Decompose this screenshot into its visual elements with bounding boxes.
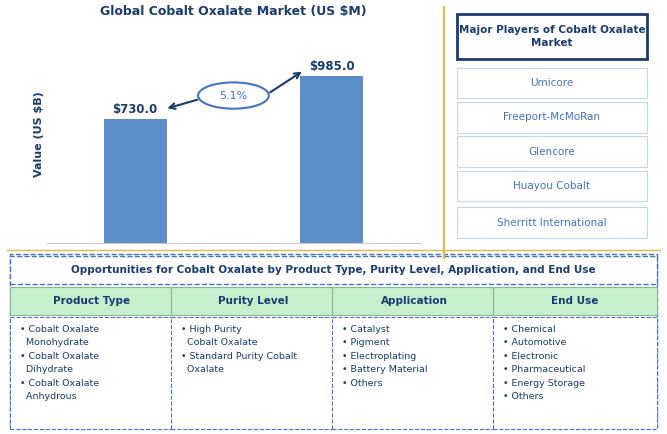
Text: Application: Application	[381, 296, 448, 306]
FancyBboxPatch shape	[458, 207, 646, 238]
FancyBboxPatch shape	[458, 102, 646, 132]
Y-axis label: Value (US $B): Value (US $B)	[34, 92, 44, 178]
Text: • Cobalt Oxalate
  Monohydrate
• Cobalt Oxalate
  Dihydrate
• Cobalt Oxalate
  A: • Cobalt Oxalate Monohydrate • Cobalt Ox…	[20, 325, 99, 401]
Text: Sherritt International: Sherritt International	[497, 217, 607, 227]
Text: • Chemical
• Automotive
• Electronic
• Pharmaceutical
• Energy Storage
• Others: • Chemical • Automotive • Electronic • P…	[503, 325, 585, 401]
FancyBboxPatch shape	[332, 316, 496, 429]
Text: $730.0: $730.0	[113, 103, 158, 116]
Text: Umicore: Umicore	[530, 78, 574, 88]
FancyBboxPatch shape	[458, 171, 646, 201]
Text: • Catalyst
• Pigment
• Electroplating
• Battery Material
• Others: • Catalyst • Pigment • Electroplating • …	[342, 325, 427, 388]
Text: $985.0: $985.0	[309, 60, 355, 73]
Text: Product Type: Product Type	[53, 296, 131, 306]
FancyBboxPatch shape	[10, 254, 657, 428]
Text: Freeport-McMoRan: Freeport-McMoRan	[504, 112, 600, 122]
Text: Source: Lucintel: Source: Lucintel	[437, 269, 532, 279]
Bar	[103, 119, 167, 243]
Text: Major Players of Cobalt Oxalate
Market: Major Players of Cobalt Oxalate Market	[459, 25, 645, 48]
Text: • High Purity
  Cobalt Oxalate
• Standard Purity Cobalt
  Oxalate: • High Purity Cobalt Oxalate • Standard …	[181, 325, 297, 374]
FancyBboxPatch shape	[10, 316, 174, 429]
Text: Huayou Cobalt: Huayou Cobalt	[514, 181, 590, 191]
FancyBboxPatch shape	[10, 287, 174, 315]
FancyBboxPatch shape	[458, 68, 646, 98]
Title: Global Cobalt Oxalate Market (US $M): Global Cobalt Oxalate Market (US $M)	[100, 5, 367, 18]
FancyBboxPatch shape	[171, 316, 335, 429]
Text: Purity Level: Purity Level	[218, 296, 288, 306]
FancyBboxPatch shape	[171, 287, 335, 315]
FancyBboxPatch shape	[493, 287, 657, 315]
Text: 5.1%: 5.1%	[219, 91, 247, 101]
FancyBboxPatch shape	[332, 287, 496, 315]
FancyBboxPatch shape	[458, 13, 646, 59]
Bar	[300, 76, 364, 243]
Text: End Use: End Use	[551, 296, 599, 306]
FancyBboxPatch shape	[10, 256, 657, 284]
FancyBboxPatch shape	[493, 316, 657, 429]
Text: Opportunities for Cobalt Oxalate by Product Type, Purity Level, Application, and: Opportunities for Cobalt Oxalate by Prod…	[71, 265, 596, 275]
Text: Glencore: Glencore	[528, 147, 576, 157]
FancyBboxPatch shape	[458, 136, 646, 167]
